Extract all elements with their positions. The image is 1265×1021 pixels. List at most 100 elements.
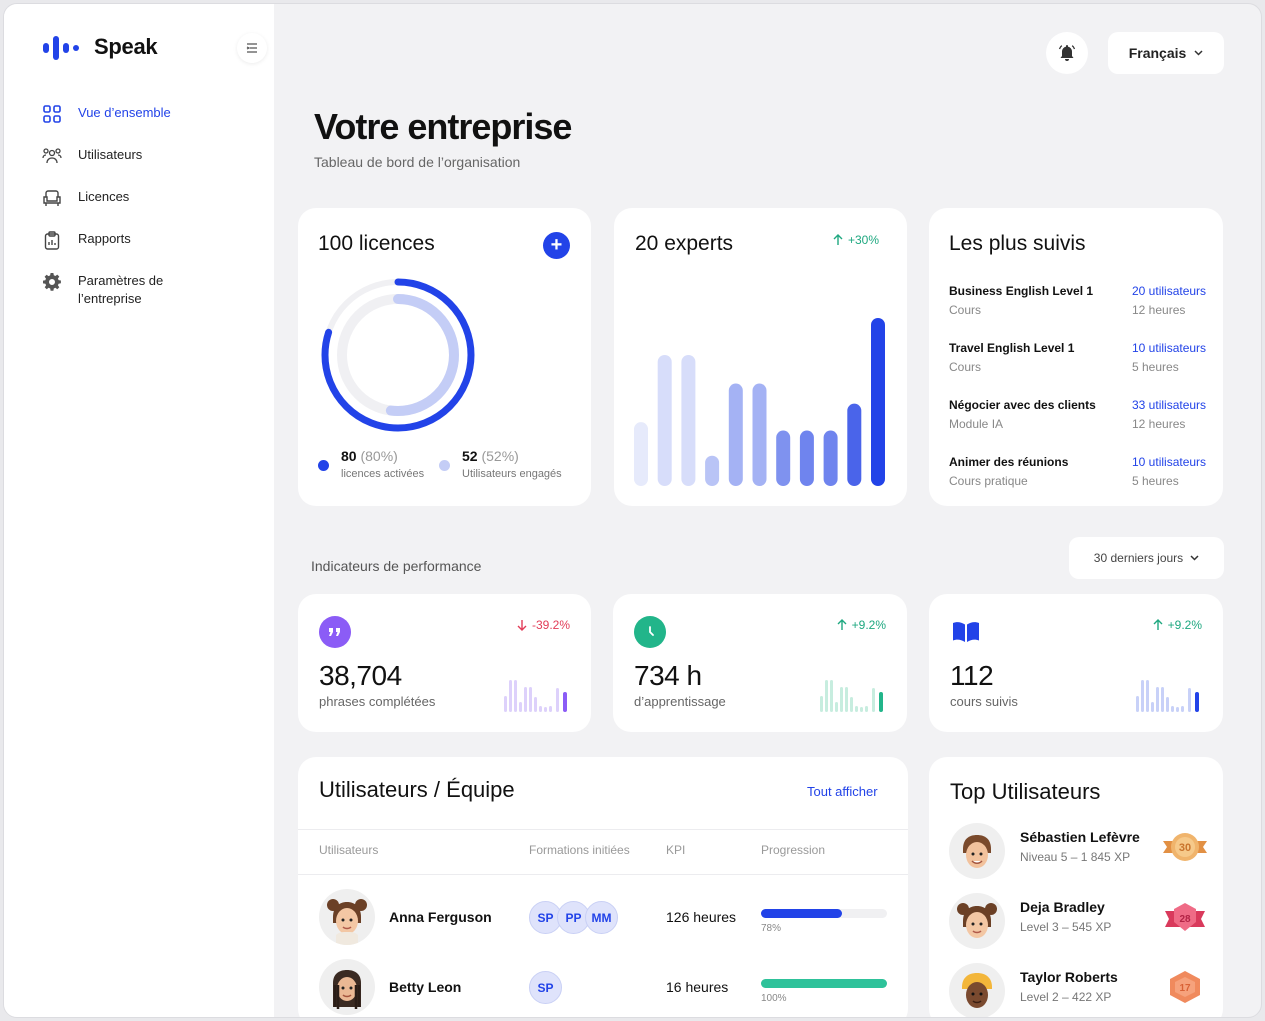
- rank-number: 30: [1179, 842, 1191, 854]
- expert-bar: [634, 422, 648, 486]
- see-all-link[interactable]: Tout afficher: [807, 784, 878, 799]
- clock-icon: [634, 616, 666, 648]
- language-select[interactable]: Français: [1108, 32, 1224, 74]
- course-name: Négocier avec des clients: [949, 398, 1096, 412]
- rank-number: 28: [1179, 914, 1191, 925]
- course-hours: 12 heures: [1132, 303, 1186, 317]
- most-followed-card: Les plus suivis Business English Level 1…: [929, 208, 1223, 506]
- course-users: 20 utilisateurs: [1132, 284, 1207, 298]
- users-icon: [42, 146, 62, 166]
- add-licence-button[interactable]: +: [543, 232, 570, 259]
- divider: [298, 829, 908, 830]
- period-value: 30 derniers jours: [1093, 551, 1184, 565]
- sidebar-item-label: Licences: [78, 189, 130, 204]
- rank-medal-icon: 28: [1165, 903, 1205, 931]
- sidebar-item-settings[interactable]: Paramètres de l’entreprise: [42, 272, 262, 320]
- user-name: Betty Leon: [389, 979, 462, 995]
- team-title: Utilisateurs / Équipe: [319, 777, 515, 802]
- list-item[interactable]: Business English Level 1 Cours 20 utilis…: [949, 284, 1219, 324]
- sidebar-item-overview[interactable]: Vue d’ensemble: [42, 104, 262, 146]
- top-user-name: Taylor Roberts: [1020, 969, 1118, 985]
- expert-bar: [776, 430, 791, 486]
- progress-track: [761, 979, 887, 988]
- user-kpi: 16 heures: [666, 979, 729, 995]
- experts-card: 20 experts +30%: [614, 208, 907, 506]
- training-badge[interactable]: PP: [557, 901, 590, 934]
- training-badge[interactable]: SP: [529, 971, 562, 1004]
- progress-bar: 78%: [761, 909, 887, 934]
- sidebar-item-licences[interactable]: Licences: [42, 188, 262, 230]
- progress-fill: [761, 909, 842, 918]
- avatar: [949, 893, 1005, 949]
- licences-card: 100 licences + 80 (80%) licences activée…: [298, 208, 591, 506]
- grid-icon: [42, 104, 62, 124]
- period-select[interactable]: 30 derniers jours: [1069, 537, 1224, 579]
- sidebar: Speak Vue d’ensemble Utilisateurs: [4, 4, 274, 1017]
- training-badge[interactable]: SP: [529, 901, 562, 934]
- clipboard-icon: [42, 230, 62, 250]
- table-row[interactable]: Betty Leon SP 16 heures 100%: [298, 957, 908, 1017]
- sidebar-nav: Vue d’ensemble Utilisateurs Licences Rap…: [42, 104, 262, 320]
- training-badges: SP PP MM: [529, 901, 618, 934]
- course-type: Cours pratique: [949, 474, 1028, 488]
- engaged-legend: 52 (52%) Utilisateurs engagés: [439, 448, 562, 480]
- notifications-button[interactable]: [1046, 32, 1088, 74]
- training-badge[interactable]: MM: [585, 901, 618, 934]
- brand-logo[interactable]: Speak: [42, 34, 158, 60]
- quote-bubble-icon: [319, 616, 351, 648]
- course-hours: 5 heures: [1132, 360, 1179, 374]
- user-kpi: 126 heures: [666, 909, 737, 925]
- plus-icon: +: [550, 234, 563, 256]
- expert-bar: [871, 318, 885, 486]
- column-header-progress[interactable]: Progression: [761, 843, 826, 857]
- engaged-value: 52: [462, 448, 478, 464]
- kpi-label: cours suivis: [950, 694, 1018, 709]
- speak-logo-icon: [43, 36, 79, 60]
- list-item[interactable]: Animer des réunions Cours pratique 10 ut…: [949, 455, 1219, 495]
- column-header-users[interactable]: Utilisateurs: [319, 843, 379, 857]
- kpi-card-hours: +9.2% 734 h d’apprentissage: [613, 594, 907, 732]
- course-type: Module IA: [949, 417, 1004, 431]
- column-header-trainings[interactable]: Formations initiées: [529, 843, 630, 857]
- experts-trend: +30%: [833, 233, 879, 247]
- sidebar-item-label: Utilisateurs: [78, 147, 143, 162]
- collapse-sidebar-button[interactable]: [237, 33, 267, 63]
- table-row[interactable]: Anna Ferguson SP PP MM 126 heures 78%: [298, 887, 908, 947]
- expert-bar: [847, 403, 862, 486]
- list-item[interactable]: Sébastien Lefèvre Niveau 5 – 1 845 XP 30: [949, 823, 1209, 883]
- kpi-card-sentences: -39.2% 38,704 phrases complétées: [298, 594, 591, 732]
- arrow-up-icon: [1153, 619, 1163, 630]
- legend-dot: [318, 460, 329, 471]
- performance-label: Indicateurs de performance: [311, 558, 482, 574]
- avatar: [319, 959, 375, 1015]
- column-header-kpi[interactable]: KPI: [666, 843, 686, 857]
- expert-bar: [681, 354, 696, 486]
- book-icon: [950, 616, 982, 648]
- sidebar-item-label: Vue d’ensemble: [78, 105, 171, 120]
- kpi-trend-value: +9.2%: [851, 618, 886, 632]
- divider: [298, 874, 908, 875]
- sidebar-item-label: Rapports: [78, 231, 131, 246]
- list-item[interactable]: Deja Bradley Level 3 – 545 XP 28: [949, 893, 1209, 953]
- chevron-down-icon: [1194, 50, 1203, 56]
- page-title: Votre entreprise: [314, 106, 572, 147]
- expert-bar: [728, 383, 743, 486]
- avatar: [319, 889, 375, 945]
- kpi-value: 38,704: [319, 660, 402, 691]
- progress-track: [761, 909, 887, 918]
- list-item[interactable]: Taylor Roberts Level 2 – 422 XP 17: [949, 963, 1209, 1017]
- sidebar-item-users[interactable]: Utilisateurs: [42, 146, 262, 188]
- user-name: Anna Ferguson: [389, 909, 492, 925]
- list-item[interactable]: Travel English Level 1 Cours 10 utilisat…: [949, 341, 1219, 381]
- list-item[interactable]: Négocier avec des clients Module IA 33 u…: [949, 398, 1219, 438]
- experts-title: 20 experts: [635, 232, 734, 255]
- rank-medal-icon: 30: [1163, 833, 1207, 861]
- course-type: Cours: [949, 360, 982, 374]
- activated-label: licences activées: [341, 468, 425, 480]
- course-type: Cours: [949, 303, 982, 317]
- legend-dot: [439, 460, 450, 471]
- expert-bar: [799, 430, 814, 486]
- top-user-level: Niveau 5 – 1 845 XP: [1020, 850, 1131, 864]
- sidebar-item-reports[interactable]: Rapports: [42, 230, 262, 272]
- progress-value: 100%: [761, 993, 787, 1004]
